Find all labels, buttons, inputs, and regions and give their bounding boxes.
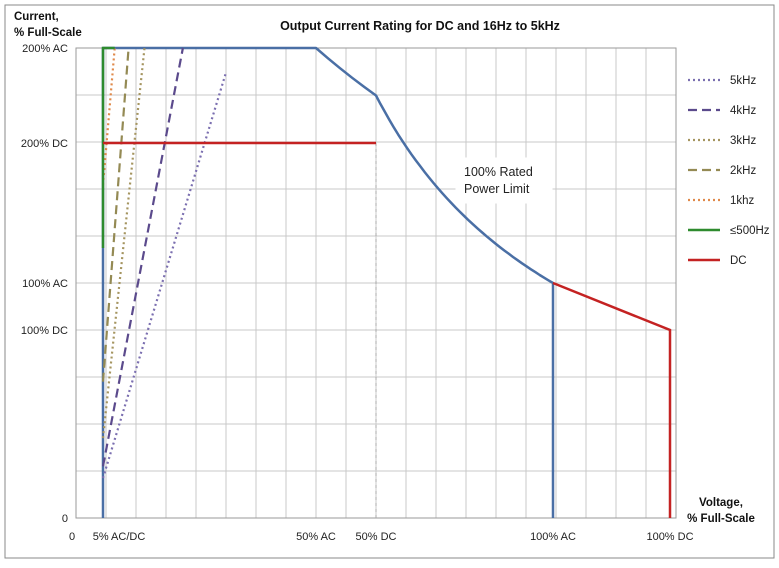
x-axis-title-line2: % Full-Scale — [687, 513, 755, 525]
series-4khz — [101, 47, 184, 467]
series-dc — [103, 141, 672, 518]
legend-label: 5kHz — [730, 75, 756, 87]
chart-border — [4, 4, 775, 559]
x-tick-label: 0 — [69, 531, 75, 543]
y-tick-label: 200% DC — [21, 138, 68, 150]
x-tick-label: 50% DC — [356, 531, 397, 543]
x-axis-title-line1: Voltage, — [699, 497, 743, 509]
legend-label: 3kHz — [730, 135, 756, 147]
annotation-line2: Power Limit — [464, 182, 530, 196]
gridlines — [75, 47, 677, 519]
y-axis-title-line2: % Full-Scale — [14, 27, 82, 39]
legend-label: ≤500Hz — [730, 225, 770, 237]
annotation-box — [455, 157, 553, 204]
x-tick-label: 100% DC — [646, 531, 693, 543]
y-tick-label: 200% AC — [22, 43, 68, 55]
series-5khz — [101, 73, 227, 479]
series-layer — [101, 46, 672, 518]
legend-label: 2kHz — [730, 165, 756, 177]
annotation-line1: 100% Rated — [464, 165, 533, 179]
legend-label: 4kHz — [730, 105, 756, 117]
chart-title: Output Current Rating for DC and 16Hz to… — [280, 19, 560, 33]
legend-label: 1khz — [730, 195, 755, 207]
legend-label: DC — [730, 255, 747, 267]
x-tick-label: 50% AC — [296, 531, 336, 543]
legend: 5kHz 4kHz 3kHz 2kHz 1khz ≤500Hz DC — [688, 75, 770, 267]
y-tick-label: 100% DC — [21, 325, 68, 337]
series-500hz — [101, 46, 115, 248]
x-tick-label: 5% AC/DC — [93, 531, 146, 543]
series-3khz — [101, 47, 146, 439]
series-power-limit — [101, 46, 555, 518]
y-axis-title-line1: Current, — [14, 11, 59, 23]
y-tick-label: 100% AC — [22, 278, 68, 290]
y-tick-label: 0 — [62, 513, 68, 525]
labels-layer: Output Current Rating for DC and 16Hz to… — [14, 11, 755, 543]
x-tick-label: 100% AC — [530, 531, 576, 543]
